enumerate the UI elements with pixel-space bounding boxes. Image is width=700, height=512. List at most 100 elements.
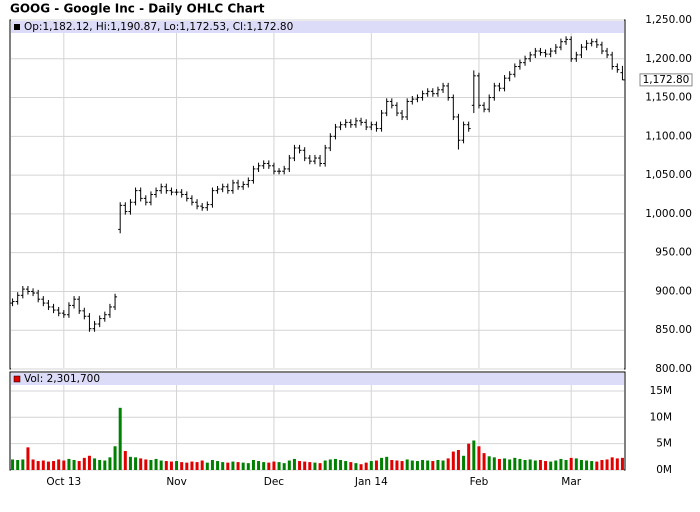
volume-bar xyxy=(328,459,332,470)
volume-bar xyxy=(52,461,56,470)
volume-bar xyxy=(87,455,91,470)
volume-bar xyxy=(231,461,235,470)
y-tick-label: 800.00 xyxy=(655,363,692,375)
y-tick-label: 1,100.00 xyxy=(645,130,692,142)
volume-bar xyxy=(549,461,553,470)
volume-bar xyxy=(298,461,302,470)
volume-bar xyxy=(497,458,501,470)
price-panel xyxy=(9,19,626,370)
volume-bar xyxy=(98,459,102,470)
volume-bar xyxy=(16,459,20,470)
y-tick-label: 1,250.00 xyxy=(645,14,692,26)
legend-swatch xyxy=(14,24,20,30)
y-tick-label: 900.00 xyxy=(655,285,692,297)
y-tick-label: 1,150.00 xyxy=(645,92,692,104)
volume-bar xyxy=(149,459,153,470)
volume-bar xyxy=(574,458,578,470)
volume-bar xyxy=(292,458,296,470)
volume-bar xyxy=(67,458,71,470)
volume-bar xyxy=(108,457,112,470)
volume-bar xyxy=(620,457,624,470)
volume-bar xyxy=(559,458,563,470)
volume-bar xyxy=(585,460,589,470)
volume-bar xyxy=(26,447,30,470)
y2-tick-label: 0M xyxy=(656,464,672,476)
volume-bar xyxy=(175,461,179,470)
volume-bar xyxy=(277,462,281,470)
volume-bar xyxy=(11,459,15,470)
volume-bar xyxy=(405,459,409,470)
y-tick-label: 1,200.00 xyxy=(645,53,692,65)
volume-bar xyxy=(615,458,619,470)
x-tick-label: Oct 13 xyxy=(46,476,81,488)
price-header xyxy=(11,21,624,33)
volume-bar xyxy=(118,407,122,470)
volume-bar xyxy=(323,460,327,470)
volume-bar xyxy=(262,462,266,470)
volume-bar xyxy=(600,459,604,470)
volume-bar xyxy=(236,462,240,470)
volume-bar xyxy=(544,461,548,470)
volume-bar xyxy=(308,462,312,470)
volume-bar xyxy=(482,453,486,470)
volume-bar xyxy=(246,463,250,470)
volume-bar xyxy=(241,462,245,470)
y2-tick-label: 10M xyxy=(650,411,672,423)
volume-bar xyxy=(216,461,220,470)
legend: Op:1,182.12, Hi:1,190.87, Lo:1,172.53, C… xyxy=(24,21,293,33)
volume-bar xyxy=(41,460,45,470)
volume-bar xyxy=(385,456,389,470)
volume-bar xyxy=(456,449,460,470)
volume-bar xyxy=(359,464,363,470)
volume-bar xyxy=(159,460,163,470)
volume-bar xyxy=(369,461,373,470)
volume-bar xyxy=(503,458,507,470)
volume-bar xyxy=(410,460,414,470)
volume-bar xyxy=(564,459,568,470)
volume-bar xyxy=(610,457,614,470)
volume-bar xyxy=(200,460,204,470)
volume-label: Vol: 2,301,700 xyxy=(24,373,100,385)
volume-bar xyxy=(251,459,255,470)
last-price-label: 1,172.80 xyxy=(643,74,690,86)
volume-bar xyxy=(513,457,517,470)
volume-bar xyxy=(339,459,343,470)
volume-bar xyxy=(349,462,353,470)
volume-bar xyxy=(446,458,450,470)
volume-bar xyxy=(395,460,399,470)
volume-bar xyxy=(257,461,261,470)
y-tick-label: 950.00 xyxy=(655,247,692,259)
chart-title: GOOG - Google Inc - Daily OHLC Chart xyxy=(10,2,265,16)
volume-bar xyxy=(221,462,225,470)
x-tick-label: Mar xyxy=(561,476,581,488)
volume-bar xyxy=(31,459,35,470)
volume-bar xyxy=(426,460,430,470)
volume-bar xyxy=(21,459,25,470)
volume-bar xyxy=(569,457,573,470)
volume-bar xyxy=(134,457,138,470)
volume-bar xyxy=(421,459,425,470)
volume-bar xyxy=(77,461,81,470)
volume-bar xyxy=(508,459,512,470)
volume-bar xyxy=(364,462,368,470)
x-tick-label: Nov xyxy=(166,476,187,488)
volume-bar xyxy=(190,461,194,470)
volume-swatch xyxy=(13,375,21,383)
volume-header xyxy=(11,373,624,385)
volume-bar xyxy=(390,459,394,470)
volume-bar xyxy=(282,463,286,470)
x-tick-label: Dec xyxy=(264,476,285,488)
volume-bar xyxy=(380,457,384,470)
volume-bar xyxy=(554,460,558,470)
volume-bar xyxy=(164,461,168,470)
volume-panel xyxy=(9,371,626,471)
volume-bar xyxy=(82,457,86,470)
volume-bar xyxy=(123,451,127,470)
x-tick-label: Feb xyxy=(470,476,489,488)
volume-bar xyxy=(267,462,271,470)
y-tick-label: 850.00 xyxy=(655,324,692,336)
volume-bar xyxy=(436,459,440,470)
volume-bar xyxy=(62,460,66,470)
volume-bar xyxy=(72,459,76,470)
